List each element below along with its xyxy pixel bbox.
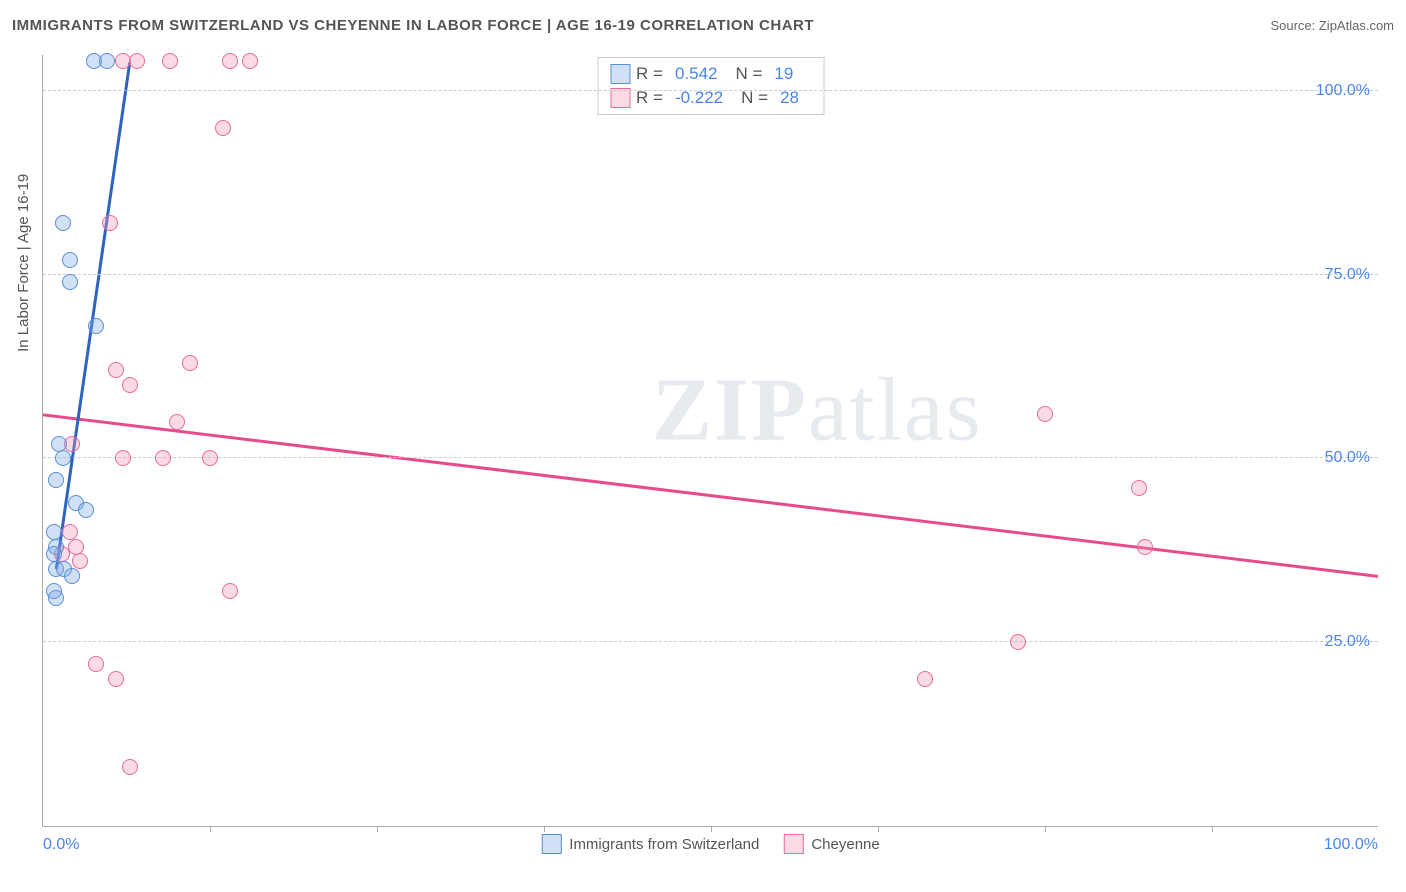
scatter-point-a: [46, 524, 62, 540]
scatter-point-b: [129, 53, 145, 69]
scatter-point-a: [62, 274, 78, 290]
chart-container: IMMIGRANTS FROM SWITZERLAND VS CHEYENNE …: [0, 0, 1406, 892]
series-a-label: Immigrants from Switzerland: [569, 836, 759, 853]
series-b-swatch: [783, 834, 803, 854]
gridline-horizontal: [43, 90, 1378, 91]
gridline-horizontal: [43, 457, 1378, 458]
x-tick-mark: [1045, 826, 1046, 832]
scatter-point-b: [122, 377, 138, 393]
scatter-point-b: [182, 355, 198, 371]
n-label: N =: [735, 64, 762, 84]
scatter-point-b: [108, 671, 124, 687]
y-axis-title: In Labor Force | Age 16-19: [15, 173, 32, 351]
regression-line-a: [56, 62, 129, 569]
watermark-rest: atlas: [808, 360, 983, 459]
scatter-point-b: [1137, 539, 1153, 555]
scatter-point-a: [88, 318, 104, 334]
correlation-legend: R = 0.542 N = 19 R = -0.222 N = 28: [597, 57, 824, 115]
scatter-point-a: [62, 252, 78, 268]
scatter-point-b: [242, 53, 258, 69]
series-b-r-value: -0.222: [675, 88, 723, 108]
x-tick-mark: [711, 826, 712, 832]
scatter-point-b: [215, 120, 231, 136]
x-tick-mark: [1212, 826, 1213, 832]
scatter-point-b: [222, 583, 238, 599]
y-tick-label: 75.0%: [1325, 266, 1370, 284]
title-bar: IMMIGRANTS FROM SWITZERLAND VS CHEYENNE …: [12, 10, 1394, 40]
r-label: R =: [636, 88, 663, 108]
y-tick-label: 50.0%: [1325, 449, 1370, 467]
y-tick-label: 100.0%: [1316, 82, 1370, 100]
series-b-label: Cheyenne: [811, 836, 879, 853]
scatter-point-b: [169, 414, 185, 430]
scatter-point-a: [78, 502, 94, 518]
scatter-point-a: [51, 436, 67, 452]
series-legend-item-a: Immigrants from Switzerland: [541, 834, 759, 854]
scatter-point-b: [1010, 634, 1026, 650]
series-a-n-value: 19: [774, 64, 793, 84]
chart-title: IMMIGRANTS FROM SWITZERLAND VS CHEYENNE …: [12, 17, 814, 34]
scatter-point-b: [122, 759, 138, 775]
x-tick-mark: [544, 826, 545, 832]
x-axis-max-label: 100.0%: [1324, 836, 1378, 854]
scatter-point-b: [222, 53, 238, 69]
series-legend: Immigrants from Switzerland Cheyenne: [541, 834, 879, 854]
scatter-point-a: [99, 53, 115, 69]
source-attribution: Source: ZipAtlas.com: [1270, 18, 1394, 33]
series-a-r-value: 0.542: [675, 64, 718, 84]
series-a-swatch: [610, 64, 630, 84]
scatter-point-a: [48, 472, 64, 488]
scatter-point-a: [48, 590, 64, 606]
scatter-point-b: [68, 539, 84, 555]
scatter-point-a: [55, 450, 71, 466]
x-tick-mark: [210, 826, 211, 832]
plot-area: In Labor Force | Age 16-19 ZIPatlas R = …: [42, 55, 1378, 827]
x-axis-min-label: 0.0%: [43, 836, 79, 854]
regression-lines-layer: [43, 55, 1378, 826]
scatter-point-b: [115, 450, 131, 466]
scatter-point-a: [55, 215, 71, 231]
scatter-point-b: [102, 215, 118, 231]
scatter-point-b: [62, 524, 78, 540]
gridline-horizontal: [43, 274, 1378, 275]
series-b-n-value: 28: [780, 88, 799, 108]
scatter-point-b: [108, 362, 124, 378]
x-tick-mark: [878, 826, 879, 832]
x-tick-mark: [377, 826, 378, 832]
scatter-point-b: [917, 671, 933, 687]
gridline-horizontal: [43, 641, 1378, 642]
scatter-point-a: [46, 546, 62, 562]
scatter-point-b: [162, 53, 178, 69]
series-a-swatch: [541, 834, 561, 854]
scatter-point-b: [72, 553, 88, 569]
watermark-bold: ZIP: [652, 360, 808, 459]
scatter-point-b: [1131, 480, 1147, 496]
series-legend-item-b: Cheyenne: [783, 834, 879, 854]
watermark: ZIPatlas: [652, 358, 983, 461]
y-tick-label: 25.0%: [1325, 633, 1370, 651]
scatter-point-b: [155, 450, 171, 466]
scatter-point-b: [1037, 406, 1053, 422]
scatter-point-b: [88, 656, 104, 672]
r-label: R =: [636, 64, 663, 84]
n-label: N =: [741, 88, 768, 108]
regression-line-b: [43, 415, 1378, 577]
correlation-legend-row-a: R = 0.542 N = 19: [610, 62, 811, 86]
scatter-point-a: [64, 568, 80, 584]
scatter-point-b: [202, 450, 218, 466]
series-b-swatch: [610, 88, 630, 108]
